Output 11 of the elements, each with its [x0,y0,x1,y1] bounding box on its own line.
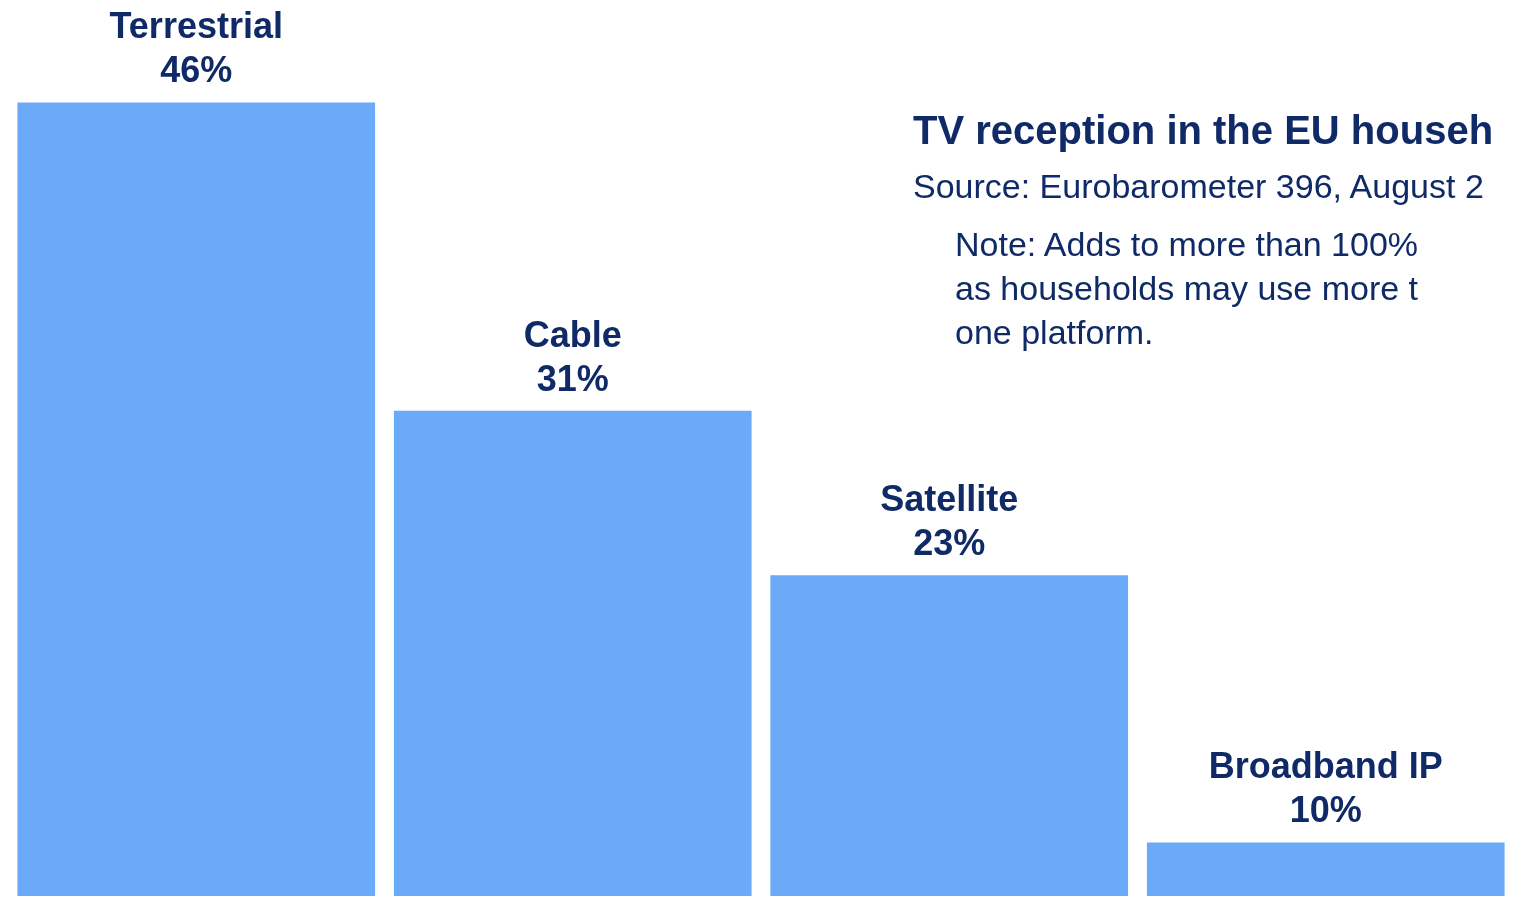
annotation: Note: Adds to more than 100% as households may use more t one platform. [955,224,1420,354]
chart-title: TV reception in the EU househ [913,108,1495,153]
text: Source: Eurobarometer 396, August 2 [913,167,1485,206]
x-tick-label: Broadband IP [1208,745,1443,787]
x-tick-label: Satellite [880,478,1019,520]
data-label: 46% [160,49,233,91]
data-label: 23% [913,522,986,564]
x-tick-label: Terrestrial [109,5,283,47]
x-tick-label: Cable [523,313,622,355]
data-label: 31% [536,357,609,399]
data-label: 10% [1289,789,1362,831]
